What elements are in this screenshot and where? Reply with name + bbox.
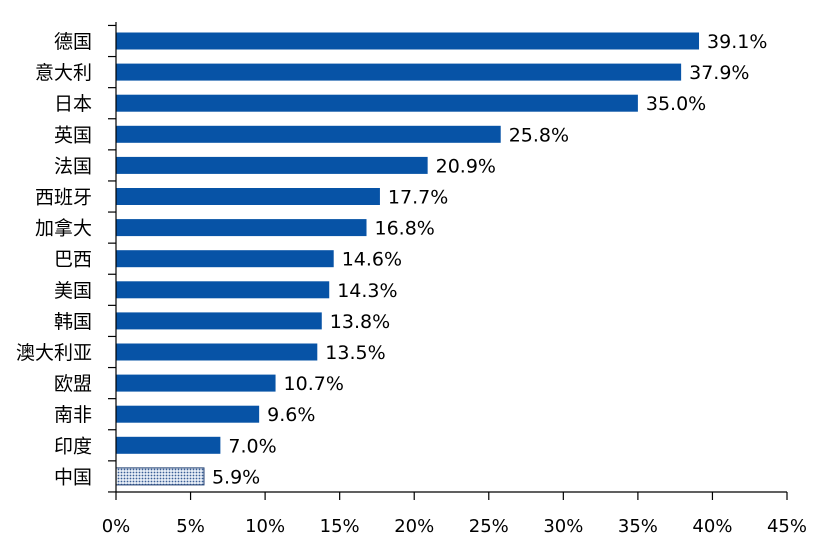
category-label-印度: 印度 [54,435,92,457]
bar-澳大利亚 [116,343,318,361]
value-label-印度: 7.0% [228,435,276,457]
x-tick-label: 35% [618,516,658,537]
bar-欧盟 [116,374,276,392]
value-label-巴西: 14.6% [342,249,402,271]
category-label-日本: 日本 [54,93,92,115]
category-label-韩国: 韩国 [54,311,92,333]
x-tick-label: 30% [543,516,583,537]
axes-group: 0% 5% 10% 15% 20% 25% 30% 35% 40% 45% [102,22,807,537]
x-tick-label: 45% [767,516,807,537]
category-label-巴西: 巴西 [54,249,92,271]
category-label-澳大利亚: 澳大利亚 [16,342,92,364]
value-label-中国: 5.9% [212,466,260,488]
category-label-加拿大: 加拿大 [35,217,92,240]
value-label-英国: 25.8% [509,124,569,146]
value-label-欧盟: 10.7% [284,373,344,395]
value-label-日本: 35.0% [646,93,706,115]
bar-美国 [116,281,330,299]
x-tick-label: 25% [469,516,509,537]
category-label-德国: 德国 [54,31,92,53]
x-tick-label: 20% [394,516,434,537]
bar-法国 [116,156,428,174]
bar-英国 [116,125,501,143]
value-label-法国: 20.9% [436,155,496,177]
x-tick-label: 40% [692,516,732,537]
bar-德国 [116,32,700,50]
category-label-南非: 南非 [54,404,92,426]
category-label-中国: 中国 [54,466,92,488]
value-label-德国: 39.1% [707,31,767,53]
bar-加拿大 [116,219,367,237]
value-label-美国: 14.3% [337,280,397,302]
category-label-美国: 美国 [54,280,92,302]
category-label-英国: 英国 [54,124,92,146]
bar-巴西 [116,250,334,268]
category-label-欧盟: 欧盟 [54,373,92,395]
bar-中国 [115,467,205,486]
value-label-南非: 9.6% [267,404,315,426]
bar-日本 [116,94,638,112]
bars-group [115,32,700,486]
category-label-法国: 法国 [54,155,92,177]
x-tick-label: 5% [176,516,205,537]
x-tick-label: 15% [320,516,360,537]
category-label-意大利: 意大利 [35,62,92,84]
value-label-韩国: 13.8% [330,311,390,333]
bar-韩国 [116,312,322,330]
value-labels-group: 39.1% 37.9% 35.0% 25.8% 20.9% 17.7% 16.8% 14.6%… [212,31,767,488]
bar-意大利 [116,63,682,81]
bar-西班牙 [116,188,380,205]
bar-南非 [116,405,260,423]
value-label-意大利: 37.9% [689,62,749,84]
x-tick-label: 0% [102,516,131,537]
value-label-加拿大: 16.8% [375,218,435,240]
value-label-澳大利亚: 13.5% [325,342,385,364]
category-label-西班牙: 西班牙 [35,187,92,209]
x-tick-label: 10% [245,516,285,537]
value-label-西班牙: 17.7% [388,187,448,209]
bar-印度 [116,436,221,454]
